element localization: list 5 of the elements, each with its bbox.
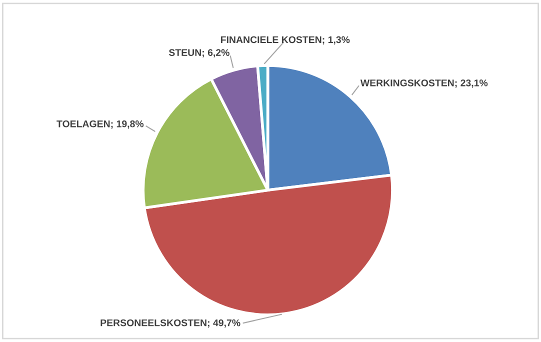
slice-label: STEUN; 6,2% — [168, 49, 230, 58]
slice-label: FINANCIELE KOSTEN; 1,3% — [220, 36, 350, 45]
slice-label: WERKINGSKOSTEN; 23,1% — [360, 79, 488, 88]
slice-label: PERSONEELSKOSTEN; 49,7% — [100, 319, 240, 328]
slice-label: TOELAGEN; 19,8% — [56, 120, 144, 129]
